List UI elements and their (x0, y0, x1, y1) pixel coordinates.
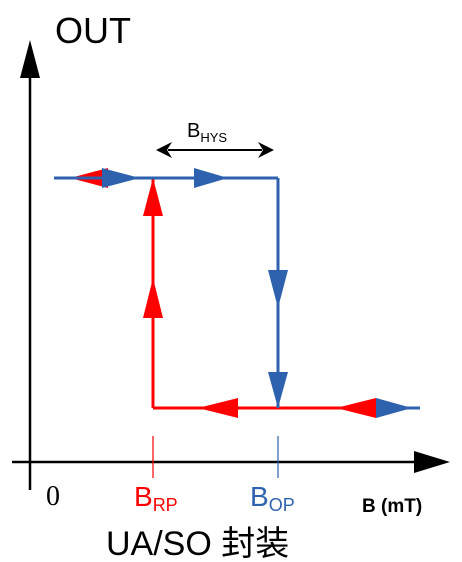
operate-point-label: BOP (250, 481, 295, 515)
operate-down-arrow-lower (268, 372, 288, 408)
hysteresis-arrowhead-right (258, 142, 274, 158)
release-point-label-sub: RP (153, 495, 178, 515)
hysteresis-width-arrow (156, 142, 274, 158)
release-up-arrow-upper (143, 178, 163, 216)
origin-label: 0 (46, 481, 60, 512)
operate-point-label-sub: OP (269, 495, 295, 515)
release-up-arrow-lower (143, 278, 163, 318)
operate-curve (54, 168, 420, 418)
hysteresis-label: BHYS (187, 120, 227, 145)
release-left-arrow-bottom-right (336, 398, 376, 418)
operate-down-arrow-upper (268, 270, 288, 308)
hysteresis-arrowhead-left (156, 142, 172, 158)
operate-point-label-base: B (250, 481, 269, 512)
caption: UA/SO 封装 (106, 525, 289, 562)
y-axis-label: OUT (55, 10, 131, 51)
release-point-label: BRP (134, 481, 178, 515)
hysteresis-label-base: B (187, 120, 200, 142)
release-left-arrow-bottom-left (198, 398, 238, 418)
release-curve (70, 168, 388, 418)
operate-right-arrow-top-left (102, 168, 140, 188)
release-point-label-base: B (134, 481, 153, 512)
x-axis-label: B (mT) (362, 496, 422, 517)
hysteresis-label-sub: HYS (200, 130, 227, 145)
axes (12, 40, 450, 490)
operate-right-arrow-top-right (194, 168, 228, 188)
y-axis-arrowhead (20, 40, 40, 78)
operate-right-arrow-bottom (376, 398, 412, 418)
x-axis-arrowhead (414, 451, 450, 473)
